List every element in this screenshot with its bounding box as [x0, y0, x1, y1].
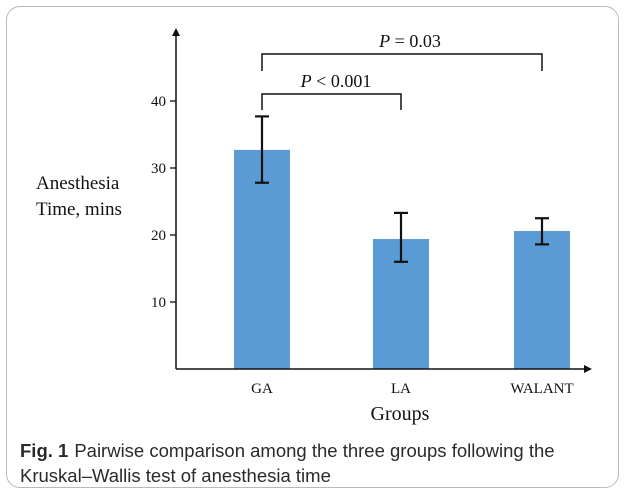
bar-walant — [514, 230, 570, 369]
figure-caption: Fig. 1 Pairwise comparison among the thre… — [20, 438, 610, 488]
error-bar-walant — [535, 217, 549, 246]
bracket-line — [261, 53, 543, 71]
p-value-text: = 0.03 — [390, 31, 441, 51]
p-symbol: P — [300, 71, 312, 91]
caption-label: Fig. 1 — [20, 440, 69, 461]
x-category-label-ga: GA — [251, 381, 273, 397]
p-value-label: P = 0.03 — [378, 31, 441, 51]
p-value-label: P < 0.001 — [300, 71, 372, 91]
significance-bracket-2: P = 0.03 — [261, 31, 543, 71]
y-axis-arrow — [172, 28, 180, 36]
y-tick-label: 30 — [151, 161, 166, 177]
y-tick-label: 10 — [151, 295, 166, 311]
error-bar-la — [394, 211, 408, 263]
axes-layer — [172, 28, 592, 373]
x-category-label-walant: WALANT — [510, 381, 573, 397]
y-tick-label: 40 — [151, 94, 166, 110]
bar-ga — [234, 149, 290, 369]
y-tick-label: 20 — [151, 228, 166, 244]
y-axis-label-line-1: Anesthesia — [36, 173, 120, 194]
error-bar-ga — [255, 115, 269, 184]
x-axis-label: Groups — [371, 403, 430, 425]
y-axis-label-line-2: Time, mins — [36, 199, 122, 220]
significance-bracket-1: P < 0.001 — [261, 71, 402, 110]
error-bars-layer — [255, 115, 549, 263]
y-ticks-layer: 10 20 30 40 — [151, 94, 176, 311]
x-category-label-la: LA — [391, 381, 411, 397]
x-axis-arrow — [584, 365, 592, 373]
bracket-line — [261, 93, 402, 110]
x-category-labels-layer: GA LA WALANT — [251, 381, 574, 397]
p-symbol: P — [378, 31, 390, 51]
p-value-text: < 0.001 — [312, 71, 372, 91]
figure-frame — [6, 6, 619, 488]
caption-text: Pairwise comparison among the three grou… — [20, 440, 555, 486]
